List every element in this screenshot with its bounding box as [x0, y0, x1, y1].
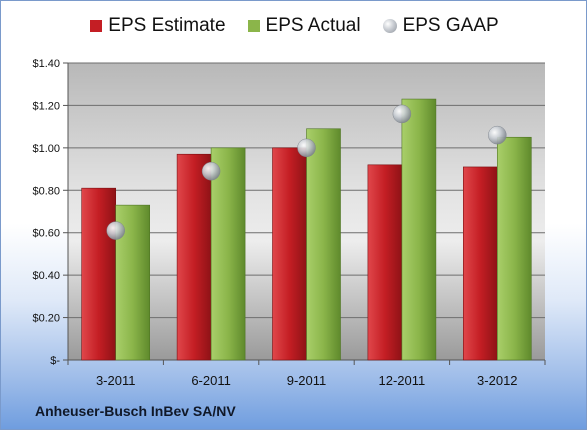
y-tick-label: $0.60	[32, 228, 60, 240]
legend-swatch-gaap	[382, 19, 397, 33]
bar-eps-estimate	[176, 153, 212, 361]
legend-item-gaap: EPS GAAP	[382, 15, 499, 37]
bar-eps-estimate	[272, 147, 307, 361]
y-tick-label: $0.40	[32, 270, 60, 282]
marker-eps-gaap	[297, 138, 316, 158]
x-tick-label: 3-2012	[477, 373, 517, 388]
legend-swatch-estimate	[90, 20, 103, 32]
legend-swatch-actual	[247, 20, 260, 32]
marker-eps-gaap	[201, 161, 221, 181]
company-name: Anheuser-Busch InBev SA/NV	[35, 403, 236, 419]
x-tick-label: 3-2011	[96, 373, 136, 388]
bar-eps-actual	[210, 147, 246, 361]
x-tick-label: 6-2011	[191, 373, 231, 388]
marker-eps-gaap	[392, 104, 412, 124]
marker-eps-gaap	[106, 221, 125, 240]
bar-eps-estimate	[81, 187, 116, 361]
legend-label-actual: EPS Actual	[265, 15, 361, 36]
bar-eps-actual	[306, 128, 341, 361]
y-tick-label: $1.00	[32, 143, 60, 155]
y-tick-label: $-	[50, 355, 60, 367]
bar-eps-estimate	[462, 166, 498, 361]
x-tick-label: 12-2011	[379, 373, 426, 388]
legend-label-gaap: EPS GAAP	[402, 15, 499, 36]
bar-eps-actual	[496, 136, 532, 361]
legend-label-estimate: EPS Estimate	[108, 15, 226, 36]
bar-eps-estimate	[367, 164, 403, 361]
legend-item-estimate: EPS Estimate	[90, 15, 226, 37]
bar-eps-actual	[401, 98, 437, 361]
x-tick-label: 9-2011	[287, 373, 327, 388]
legend-item-actual: EPS Actual	[247, 15, 361, 37]
chart-legend: EPS Estimate EPS Actual EPS GAAP	[1, 15, 587, 37]
y-tick-label: $1.20	[32, 100, 60, 112]
marker-eps-gaap	[488, 125, 507, 145]
y-tick-label: $1.40	[32, 58, 60, 70]
y-tick-label: $0.20	[32, 313, 60, 325]
y-tick-label: $0.80	[32, 185, 60, 197]
